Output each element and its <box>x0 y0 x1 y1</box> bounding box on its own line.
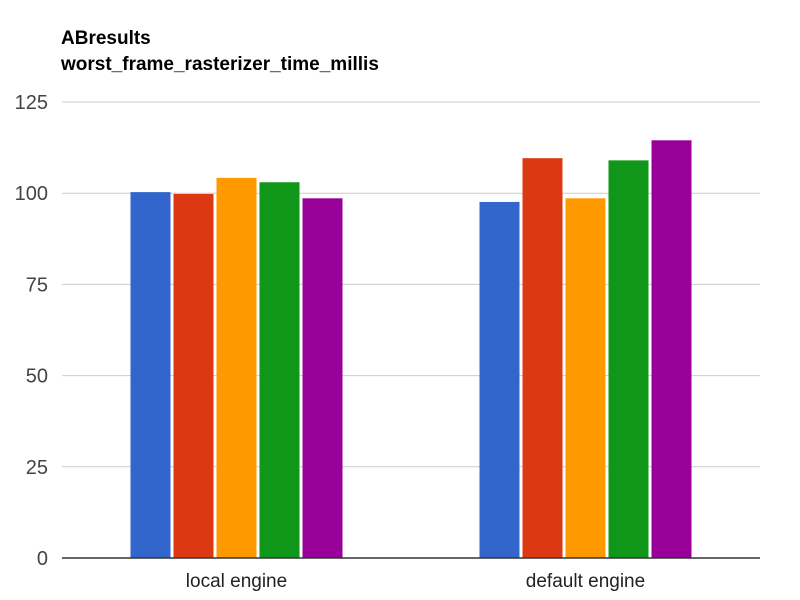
y-tick-label: 75 <box>26 274 48 296</box>
y-tick-label: 25 <box>26 457 48 479</box>
bar <box>259 182 300 559</box>
bar <box>608 160 649 559</box>
bar <box>565 198 606 559</box>
y-axis-ticks: 0 25 50 75 100 125 <box>15 92 48 570</box>
x-category-label: local engine <box>186 571 287 592</box>
bar <box>130 192 171 559</box>
bars <box>130 140 692 559</box>
y-tick-label: 50 <box>26 366 48 388</box>
y-tick-label: 125 <box>15 92 48 114</box>
bar <box>302 198 343 559</box>
x-axis-categories: local engine default engine <box>186 571 645 592</box>
bar <box>651 140 692 558</box>
bar <box>216 177 257 558</box>
bar <box>173 193 214 558</box>
x-category-label: default engine <box>526 571 645 592</box>
y-tick-label: 0 <box>37 548 48 570</box>
chart-subtitle-line: worst_frame_rasterizer_time_millis <box>61 54 379 75</box>
chart-title: ABresults worst_frame_rasterizer_time_mi… <box>61 26 379 78</box>
bar <box>479 201 520 558</box>
bar <box>522 158 563 558</box>
chart-title-line: ABresults <box>61 28 151 49</box>
y-tick-label: 100 <box>15 183 48 205</box>
